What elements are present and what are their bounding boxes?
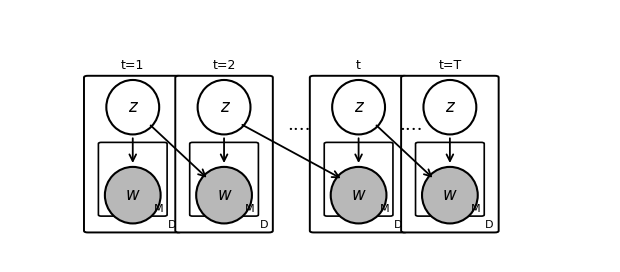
Text: t: t — [356, 59, 361, 72]
Text: D: D — [394, 220, 402, 230]
Text: D: D — [168, 220, 177, 230]
Text: ....: .... — [287, 116, 310, 134]
Text: w: w — [352, 186, 365, 204]
Ellipse shape — [196, 167, 252, 223]
Text: M: M — [471, 204, 480, 214]
FancyBboxPatch shape — [401, 76, 498, 233]
Ellipse shape — [423, 80, 476, 134]
Text: M: M — [245, 204, 255, 214]
Ellipse shape — [107, 80, 159, 134]
Ellipse shape — [422, 167, 478, 223]
FancyBboxPatch shape — [99, 142, 167, 216]
Text: D: D — [485, 220, 494, 230]
FancyBboxPatch shape — [84, 76, 182, 233]
Ellipse shape — [198, 80, 250, 134]
Ellipse shape — [330, 167, 386, 223]
FancyBboxPatch shape — [175, 76, 273, 233]
Text: z: z — [446, 98, 454, 116]
Text: z: z — [128, 98, 137, 116]
Text: t=1: t=1 — [121, 59, 144, 72]
Text: t=2: t=2 — [213, 59, 236, 72]
FancyBboxPatch shape — [324, 142, 393, 216]
Ellipse shape — [105, 167, 161, 223]
Text: w: w — [217, 186, 231, 204]
Text: w: w — [443, 186, 457, 204]
Text: ....: .... — [400, 116, 423, 134]
Ellipse shape — [332, 80, 385, 134]
Text: D: D — [260, 220, 268, 230]
Text: z: z — [354, 98, 363, 116]
Text: M: M — [154, 204, 163, 214]
Text: z: z — [219, 98, 228, 116]
FancyBboxPatch shape — [415, 142, 484, 216]
FancyBboxPatch shape — [310, 76, 407, 233]
FancyBboxPatch shape — [190, 142, 259, 216]
Text: t=T: t=T — [438, 59, 461, 72]
Text: M: M — [379, 204, 389, 214]
Text: w: w — [126, 186, 140, 204]
